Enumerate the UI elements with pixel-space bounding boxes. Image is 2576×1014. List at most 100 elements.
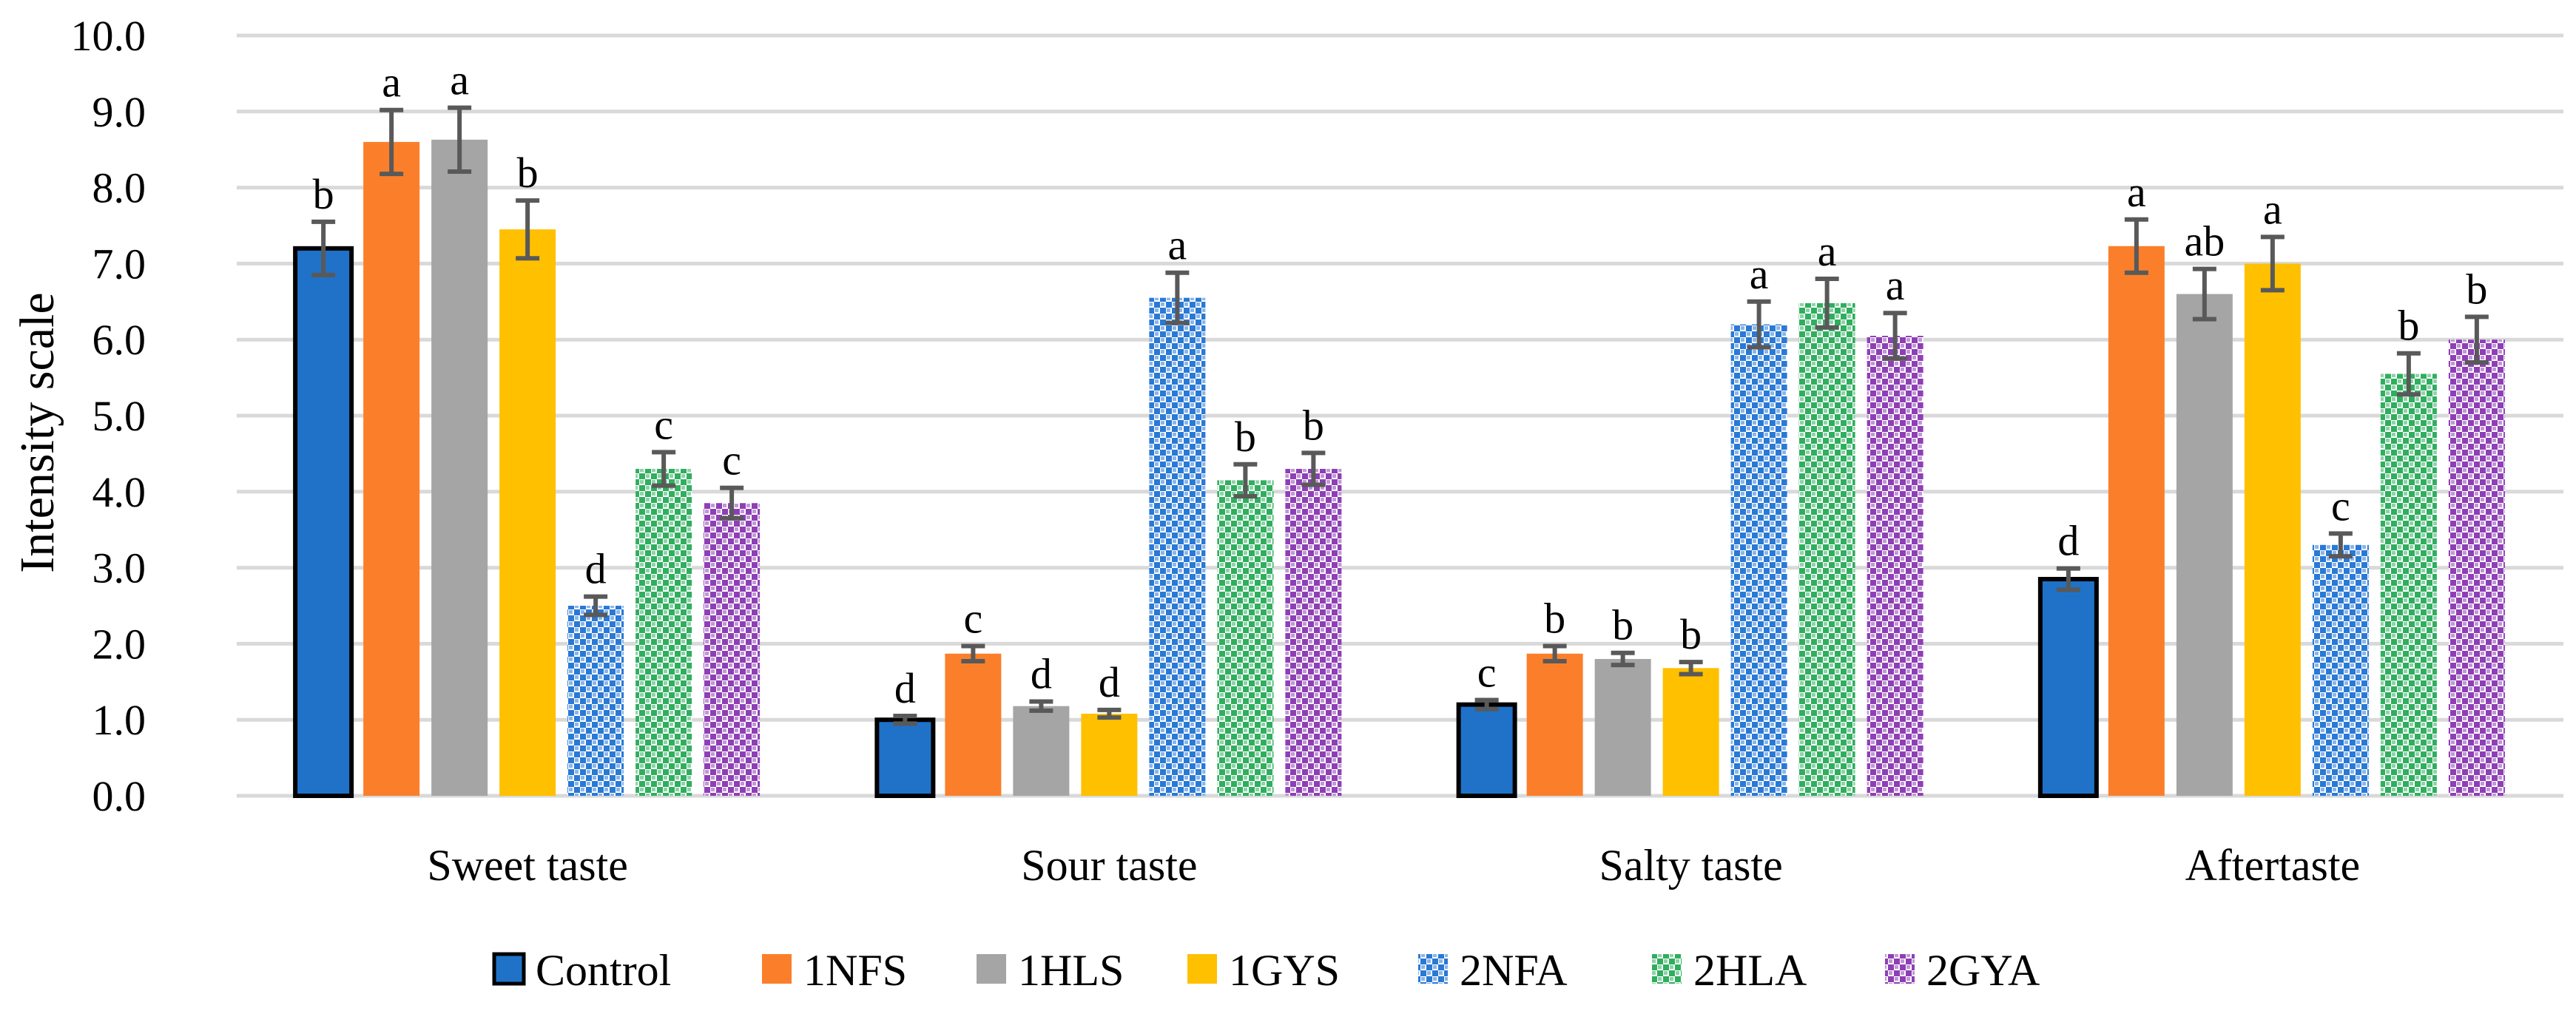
significance-letter: b [1612,601,1633,649]
significance-letter: d [2057,517,2079,565]
significance-letter: d [1031,650,1052,698]
significance-letter: d [1099,658,1120,706]
error-bar [380,107,404,177]
error-bar [1029,699,1053,713]
legend-label: 2HLA [1693,946,1807,995]
y-tick-label: 10.0 [71,12,146,60]
error-bar [652,450,676,488]
error-bar [516,198,540,261]
error-bar [961,643,985,664]
significance-letter: c [2331,481,2350,530]
significance-letter: a [2263,185,2282,233]
error-bar [1679,660,1703,677]
legend-item-2gya: 2GYA [1885,946,2040,995]
legend-swatch [1652,954,1682,984]
bar-1nfs-aftertaste [2108,246,2165,797]
error-bar [448,105,472,175]
bars [293,139,2505,799]
error-bar [893,714,917,726]
bar-2gya-sour-taste [1285,468,1342,796]
bar-control-aftertaste [2037,577,2099,799]
bar-control-sweet-taste [293,246,354,798]
legend-label: Control [536,946,671,995]
x-tick-label: Sour taste [1021,841,1197,890]
bar-2hla-salty-taste [1798,302,1855,797]
bar-1nfs-sweet-taste [363,141,420,797]
legend-label: 1HLS [1018,946,1124,995]
error-bar [311,219,336,277]
y-tick-label: 6.0 [92,316,146,364]
significance-letter: ab [2185,217,2225,266]
bar-1nfs-sour-taste [945,653,1002,796]
error-bar [1233,462,1258,498]
significance-letter: b [2398,302,2419,350]
x-tick-label: Aftertaste [2185,841,2361,890]
legend-item-2hla: 2HLA [1652,946,1807,995]
y-tick-label: 4.0 [92,468,146,516]
bar-1hls-sweet-taste [431,139,488,796]
bar-2hla-sour-taste [1217,480,1274,796]
legend-item-1nfs: 1NFS [762,946,907,995]
bar-1gys-salty-taste [1662,668,1719,796]
y-axis-ticks: 0.0 1.0 2.0 3.0 4.0 5.0 6.0 7.0 8.0 9.0 10.0 [71,12,146,820]
legend-item-1gys: 1GYS [1187,946,1340,995]
significance-letter: b [517,149,539,197]
significance-letter: c [654,400,673,448]
bar-1nfs-salty-taste [1526,653,1583,796]
significance-letter: b [313,170,334,218]
significance-letter: d [585,545,607,593]
legend-label: 2GYA [1926,946,2040,995]
error-bar [2464,314,2489,365]
y-tick-label: 7.0 [92,240,146,288]
significance-letter: b [1235,413,1256,461]
significance-letter: a [1168,221,1187,269]
legend-item-1hls: 1HLS [977,946,1124,995]
legend-label: 2NFA [1460,946,1568,995]
legend-swatch [492,952,526,986]
error-bars [311,105,2489,726]
bar-2gya-salty-taste [1867,336,1923,796]
error-bar [2124,217,2148,275]
bar-2gya-aftertaste [2448,339,2505,796]
significance-letter: b [1680,610,1702,658]
y-tick-label: 2.0 [92,620,146,668]
error-bar [720,485,744,521]
bar-control-sour-taste [874,717,936,799]
significance-letter: a [1818,227,1837,275]
error-bar [1883,311,1907,361]
significance-letter: c [722,436,741,484]
significance-letter: c [964,594,983,642]
significance-letter: a [2127,168,2146,216]
error-bar [2260,234,2285,293]
significance-letter: a [450,56,469,104]
error-bar [2396,351,2421,397]
error-bar [1747,299,1771,350]
significance-letter: d [894,664,916,712]
error-bar [1542,643,1567,664]
y-axis-label: Intensity scale [10,292,64,572]
bar-2nfa-sweet-taste [567,606,624,796]
bar-2nfa-aftertaste [2312,544,2369,796]
error-bar [1611,650,1635,668]
grid [237,33,2563,798]
error-bar [1165,270,1190,325]
error-bar [1815,276,1839,330]
y-tick-label: 1.0 [92,696,146,744]
legend-swatch [1885,954,1915,984]
bar-1hls-salty-taste [1594,658,1651,796]
y-tick-label: 3.0 [92,544,146,592]
legend-item-control: Control [492,946,671,995]
legend-item-2nfa: 2NFA [1418,946,1568,995]
y-tick-label: 0.0 [92,772,146,820]
legend-swatch [1187,954,1217,984]
significance-letter: a [1886,261,1905,309]
y-tick-label: 8.0 [92,164,146,212]
significance-letter: a [1750,250,1769,298]
bar-1hls-aftertaste [2176,294,2233,796]
legend-label: 1NFS [803,946,907,995]
x-tick-label: Salty taste [1599,841,1782,890]
error-bar [1097,707,1122,720]
legend-swatch [977,954,1006,984]
